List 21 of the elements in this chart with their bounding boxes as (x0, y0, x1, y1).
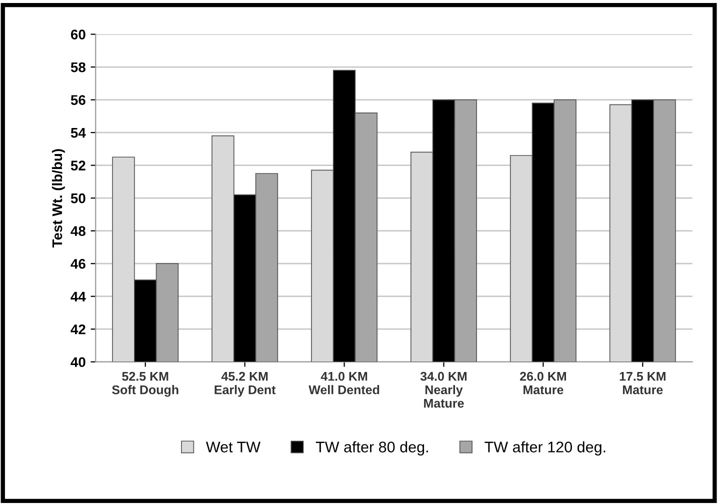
x-tick-label: 52.5 KM Soft Dough (112, 372, 178, 397)
y-tick-label: 60 (70, 30, 86, 40)
y-tick-label: 48 (70, 226, 86, 236)
y-tick-label: 42 (70, 324, 86, 334)
y-tick-label: 58 (70, 62, 86, 72)
legend-label: TW after 120 deg. (484, 441, 606, 456)
y-tick-label: 54 (70, 128, 86, 138)
y-tick-label: 50 (70, 193, 86, 204)
x-tick-label: 26.0 KM Mature (520, 372, 566, 394)
x-tick-label: 45.2 KM Early Dent (214, 372, 276, 397)
x-tick-label: 34.0 KM Nearly Mature (420, 372, 467, 408)
legend-label: TW after 80 deg. (316, 441, 428, 456)
y-tick-label: 52 (70, 160, 86, 170)
x-tick-label: 41.0 KM Well Dented (308, 372, 380, 394)
y-tick-label: 44 (70, 292, 86, 302)
x-tick-label: 17.5 KM Mature (620, 372, 666, 394)
legend-label: Wet TW (206, 442, 260, 452)
y-axis-title: Test Wt. (lb/bu) (52, 149, 65, 248)
y-tick-label: 56 (70, 95, 86, 105)
y-tick-label: 46 (70, 258, 86, 269)
y-tick-label: 40 (70, 357, 86, 368)
